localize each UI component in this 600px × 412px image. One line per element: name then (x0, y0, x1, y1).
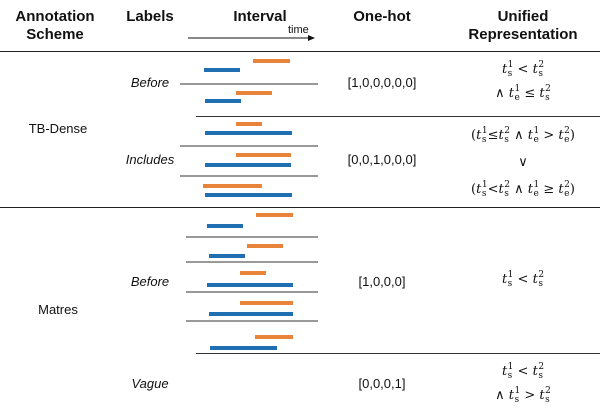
label-includes: Includes (125, 152, 175, 167)
section-rule (0, 207, 600, 208)
scheme-tb-dense: TB-Dense (28, 121, 88, 136)
formula-before-line2: ∧ t1 e ≤ t2 s (495, 83, 551, 103)
formula-vague-line2: ∧ t1 s > t2 s (495, 385, 551, 405)
onehot-before-tbdense: [1,0,0,0,0,0] (347, 75, 417, 90)
header-labels: Labels (126, 8, 174, 25)
header-rule (0, 51, 600, 52)
scheme-matres: Matres (38, 302, 78, 317)
formula-includes: (t1 s≤t2 s ∧ t1 e > t2 e) ∨ (t1 s<t2 s ∧ t1 e ≥… (446, 122, 600, 203)
formula-before-tbdense: t1 s < t2 s ∧ t1 e ≤ t2 s (448, 58, 598, 106)
formula-vague: t1 s < t2 s ∧ t1 s > t2 s (448, 360, 598, 408)
header-unified-representation: Unified Representation (448, 8, 598, 44)
formula-vague-line1: t1 s < t2 s (501, 361, 545, 381)
formula-includes-line1: (t1 s≤t2 s ∧ t1 e > t2 e) (471, 125, 575, 145)
onehot-before-matres: [1,0,0,0] (358, 274, 406, 289)
formula-before-matres-line: t1 s < t2 s (501, 269, 545, 289)
header-annotation-line2: Scheme (26, 26, 84, 43)
time-axis-label: time (288, 24, 309, 36)
header-annotation-scheme: Annotation Scheme (2, 8, 108, 44)
header-interval: Interval (233, 8, 287, 25)
formula-before-matres: t1 s < t2 s (448, 268, 598, 292)
header-annotation-line1: Annotation (15, 8, 95, 25)
header-one-hot: One-hot (353, 8, 411, 25)
formula-includes-or: ∨ (518, 155, 528, 170)
onehot-includes: [0,0,1,0,0,0] (347, 152, 417, 167)
tbdense-row-rule (196, 116, 600, 117)
time-axis-arrowhead (308, 35, 315, 41)
label-before-matres: Before (130, 274, 170, 289)
header-unified-line1: Unified (497, 8, 549, 25)
formula-includes-line2: (t1 s<t2 s ∧ t1 e ≥ t2 e) (471, 179, 575, 199)
label-vague: Vague (131, 376, 169, 391)
formula-before-line1: t1 s < t2 s (501, 59, 545, 79)
onehot-vague: [0,0,0,1] (358, 376, 406, 391)
header-unified-line2: Representation (468, 26, 578, 43)
label-before-tbdense: Before (130, 75, 170, 90)
matres-row-rule (196, 353, 600, 354)
